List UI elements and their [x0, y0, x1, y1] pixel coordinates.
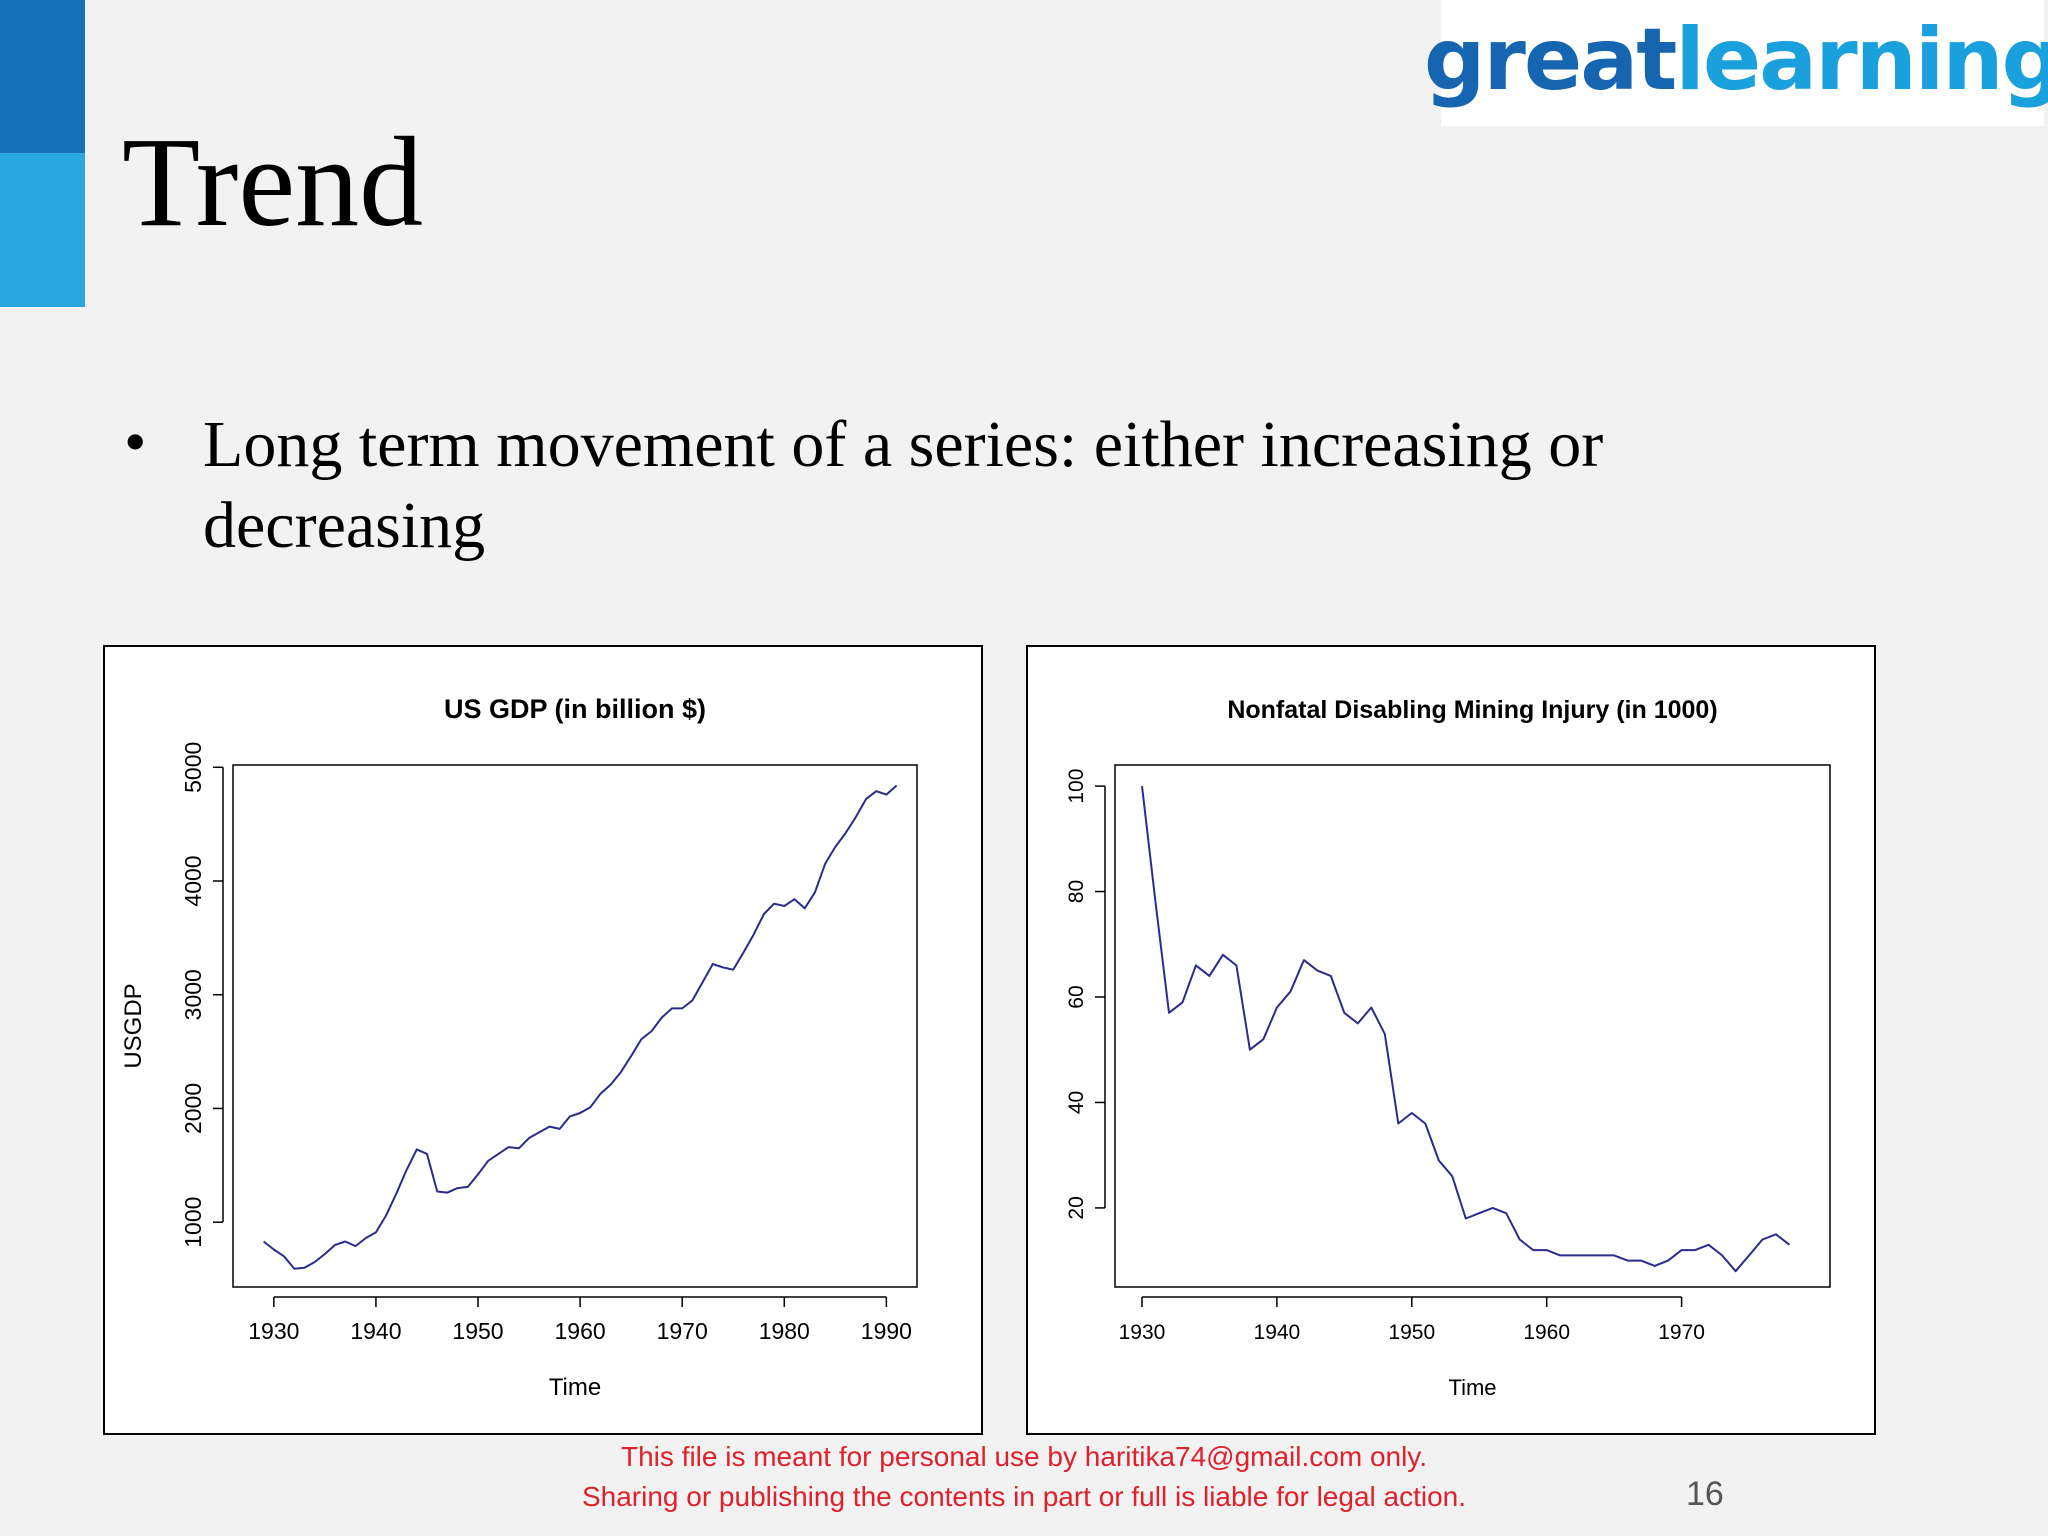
- plot-frame: [1114, 764, 1831, 1288]
- x-axis-label: Time: [1448, 1375, 1496, 1400]
- y-tick-label: 2000: [180, 1083, 206, 1134]
- x-tick-label: 1990: [861, 1318, 912, 1344]
- x-tick-label: 1940: [1254, 1321, 1301, 1344]
- gdp-chart-svg: US GDP (in billion $) 1930 1940 1950 1960 197…: [120, 694, 918, 1401]
- accent-bar-light: [0, 153, 85, 307]
- x-axis-label: Time: [549, 1374, 601, 1401]
- x-tick-label: 1930: [248, 1318, 299, 1344]
- plot-frame: [232, 764, 918, 1288]
- x-tick-label: 1930: [1119, 1321, 1166, 1344]
- x-tick-label: 1950: [1388, 1321, 1435, 1344]
- footer-notice-line2: Sharing or publishing the contents in pa…: [581, 1481, 1467, 1512]
- logo-text-great: great: [1423, 10, 1677, 110]
- y-tick-label: 4000: [180, 855, 206, 906]
- bullet-text: Long term movement of a series: either i…: [203, 408, 1604, 562]
- x-tick-label: 1970: [657, 1318, 708, 1344]
- y-axis-label: USGDP: [120, 983, 147, 1068]
- x-tick-label: 1980: [759, 1318, 810, 1344]
- accent-bar-dark: [0, 0, 85, 153]
- x-tick-label: 1970: [1658, 1321, 1705, 1344]
- gdp-chart: US GDP (in billion $) 1930 1940 1950 1960 197…: [103, 645, 983, 1435]
- y-tick-label: 5000: [180, 742, 206, 793]
- y-tick-label: 100: [1065, 769, 1088, 804]
- y-tick-label: 60: [1065, 985, 1088, 1008]
- greatlearning-logo: greatlearning: [1424, 0, 2048, 126]
- series-line: [1141, 785, 1791, 1273]
- mining-injury-chart-svg: Nonfatal Disabling Mining Injury (in 100…: [1065, 696, 1831, 1400]
- logo-text-learning: learning: [1675, 10, 2048, 110]
- bullet-marker: •: [124, 406, 147, 477]
- y-tick-label: 80: [1065, 880, 1088, 903]
- mining-injury-chart: Nonfatal Disabling Mining Injury (in 100…: [1026, 645, 1876, 1435]
- chart-title: Nonfatal Disabling Mining Injury (in 100…: [1227, 696, 1717, 724]
- page-number: 16: [1686, 1475, 1724, 1513]
- y-tick-label: 1000: [180, 1197, 206, 1248]
- y-tick-label: 40: [1065, 1091, 1088, 1114]
- x-tick-label: 1950: [452, 1318, 503, 1344]
- x-tick-label: 1940: [350, 1318, 401, 1344]
- x-tick-label: 1960: [555, 1318, 606, 1344]
- chart-title: US GDP (in billion $): [444, 694, 706, 724]
- y-tick-label: 20: [1065, 1196, 1088, 1219]
- x-tick-label: 1960: [1523, 1321, 1570, 1344]
- series-line: [262, 784, 898, 1270]
- slide-title: Trend: [122, 111, 424, 253]
- footer-notice-line1: This file is meant for personal use by h…: [620, 1441, 1428, 1472]
- y-tick-label: 3000: [180, 969, 206, 1020]
